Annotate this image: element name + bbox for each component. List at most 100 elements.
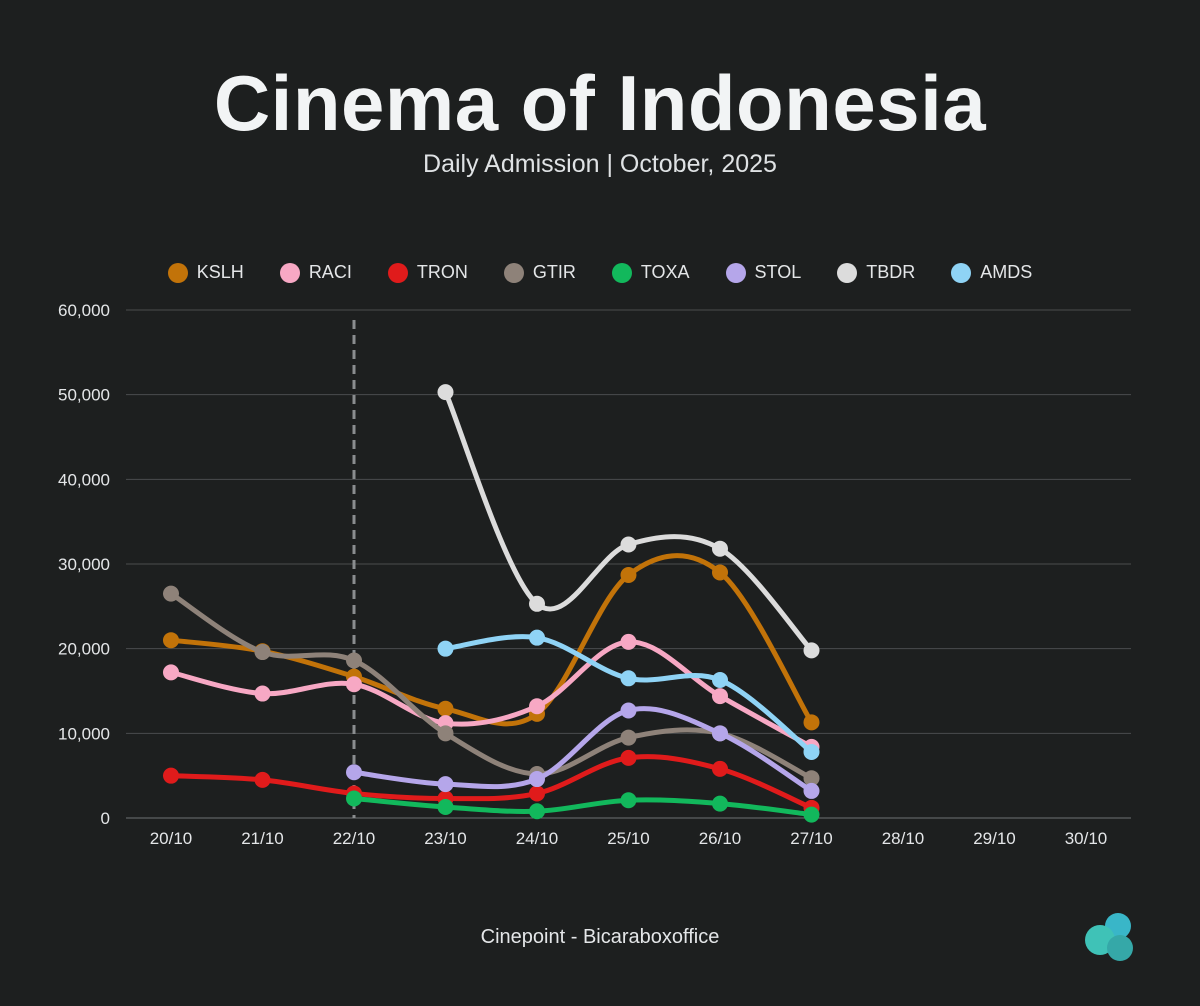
legend-label: GTIR xyxy=(532,262,576,282)
legend-label: TOXA xyxy=(640,262,690,282)
data-point-tbdr xyxy=(620,536,637,553)
data-point-toxa xyxy=(346,790,362,807)
series-line-raci xyxy=(168,639,814,750)
data-point-tbdr xyxy=(712,540,728,557)
series-line-tbdr xyxy=(443,389,814,653)
legend-swatch xyxy=(387,262,408,283)
data-point-toxa xyxy=(620,792,637,809)
data-point-amds xyxy=(529,629,545,646)
data-point-kslh xyxy=(620,567,637,584)
data-point-gtir xyxy=(163,585,179,602)
data-point-raci xyxy=(529,698,545,715)
data-point-stol xyxy=(346,764,362,781)
data-point-amds xyxy=(620,670,637,687)
legend-label: TBDR xyxy=(866,262,916,282)
legend: KSLH RACI TRON GTIR TOXA STOL TBDR AMDS xyxy=(0,262,1200,283)
legend-item-toxa[interactable]: TOXA xyxy=(611,262,690,283)
data-point-raci xyxy=(346,676,362,693)
data-point-kslh xyxy=(163,632,179,649)
data-point-gtir xyxy=(346,652,362,669)
data-point-amds xyxy=(803,743,820,760)
chart-title: Cinema of Indonesia xyxy=(213,59,987,147)
series-line-toxa xyxy=(351,796,814,818)
legend-label: STOL xyxy=(754,262,802,282)
data-point-toxa xyxy=(803,806,820,823)
y-tick-label: 50,000 xyxy=(58,386,110,405)
series-toxa xyxy=(346,790,820,823)
legend-swatch xyxy=(725,262,746,283)
series-line-tron xyxy=(168,754,814,811)
data-point-gtir xyxy=(803,770,820,787)
series-amds xyxy=(437,629,820,760)
y-tick-label: 20,000 xyxy=(58,640,110,659)
data-point-kslh xyxy=(712,564,728,581)
data-point-toxa xyxy=(529,803,545,820)
x-tick-label: 28/10 xyxy=(882,829,925,848)
legend-label: AMDS xyxy=(980,262,1033,282)
data-point-tron xyxy=(529,785,545,802)
legend-swatch xyxy=(951,262,972,283)
data-point-tbdr xyxy=(529,595,545,612)
legend-item-amds[interactable]: AMDS xyxy=(951,262,1032,283)
data-point-stol xyxy=(620,702,637,719)
data-point-raci xyxy=(620,633,637,650)
legend-item-gtir[interactable]: GTIR xyxy=(503,262,576,283)
data-point-tron xyxy=(163,767,179,784)
legend-swatch xyxy=(279,262,300,283)
chart-subtitle: Daily Admission | October, 2025 xyxy=(423,150,777,178)
data-point-tron xyxy=(620,749,637,766)
y-tick-label: 30,000 xyxy=(58,555,110,574)
legend-label: KSLH xyxy=(196,262,244,282)
data-point-tron xyxy=(254,771,271,788)
x-tick-label: 29/10 xyxy=(973,829,1016,848)
data-point-stol xyxy=(712,725,728,742)
x-tick-label: 25/10 xyxy=(607,829,650,848)
data-point-raci xyxy=(712,688,728,705)
data-point-kslh xyxy=(437,700,454,717)
y-tick-label: 40,000 xyxy=(58,470,110,489)
x-tick-label: 27/10 xyxy=(790,829,833,848)
legend-item-tron[interactable]: TRON xyxy=(387,262,468,283)
legend-item-raci[interactable]: RACI xyxy=(279,262,352,283)
x-tick-label: 30/10 xyxy=(1065,829,1108,848)
x-tick-label: 26/10 xyxy=(699,829,742,848)
data-point-gtir xyxy=(620,729,637,746)
data-point-stol xyxy=(437,776,454,793)
data-point-kslh xyxy=(803,714,820,731)
data-point-gtir xyxy=(254,644,271,661)
data-point-tbdr xyxy=(803,642,820,659)
cinepoint-logo-icon xyxy=(1085,913,1133,961)
data-point-tron xyxy=(712,760,728,777)
legend-item-stol[interactable]: STOL xyxy=(725,262,802,283)
x-tick-label: 21/10 xyxy=(241,829,284,848)
y-tick-label: 60,000 xyxy=(58,301,110,320)
y-tick-label: 0 xyxy=(101,809,110,828)
data-point-toxa xyxy=(712,795,728,812)
data-point-gtir xyxy=(437,725,454,742)
legend-swatch xyxy=(503,262,524,283)
y-tick-label: 10,000 xyxy=(58,724,110,743)
data-point-tbdr xyxy=(437,384,454,401)
data-point-stol xyxy=(529,771,545,788)
data-point-raci xyxy=(254,685,271,702)
legend-swatch xyxy=(611,262,632,283)
legend-label: RACI xyxy=(308,262,352,282)
legend-label: TRON xyxy=(416,262,468,282)
series-tbdr xyxy=(437,384,820,659)
data-point-toxa xyxy=(437,798,454,815)
legend-item-kslh[interactable]: KSLH xyxy=(167,262,244,283)
x-tick-label: 20/10 xyxy=(150,829,193,848)
x-tick-label: 23/10 xyxy=(424,829,467,848)
legend-swatch xyxy=(837,262,858,283)
series-stol xyxy=(346,702,820,799)
data-point-amds xyxy=(437,640,454,657)
data-point-stol xyxy=(803,782,820,799)
data-point-amds xyxy=(712,671,728,688)
x-tick-label: 22/10 xyxy=(333,829,376,848)
series-kslh xyxy=(163,553,820,731)
legend-item-tbdr[interactable]: TBDR xyxy=(837,262,915,283)
source-credit: Cinepoint - Bicaraboxoffice xyxy=(480,926,720,948)
x-tick-label: 24/10 xyxy=(516,829,559,848)
legend-swatch xyxy=(167,262,188,283)
